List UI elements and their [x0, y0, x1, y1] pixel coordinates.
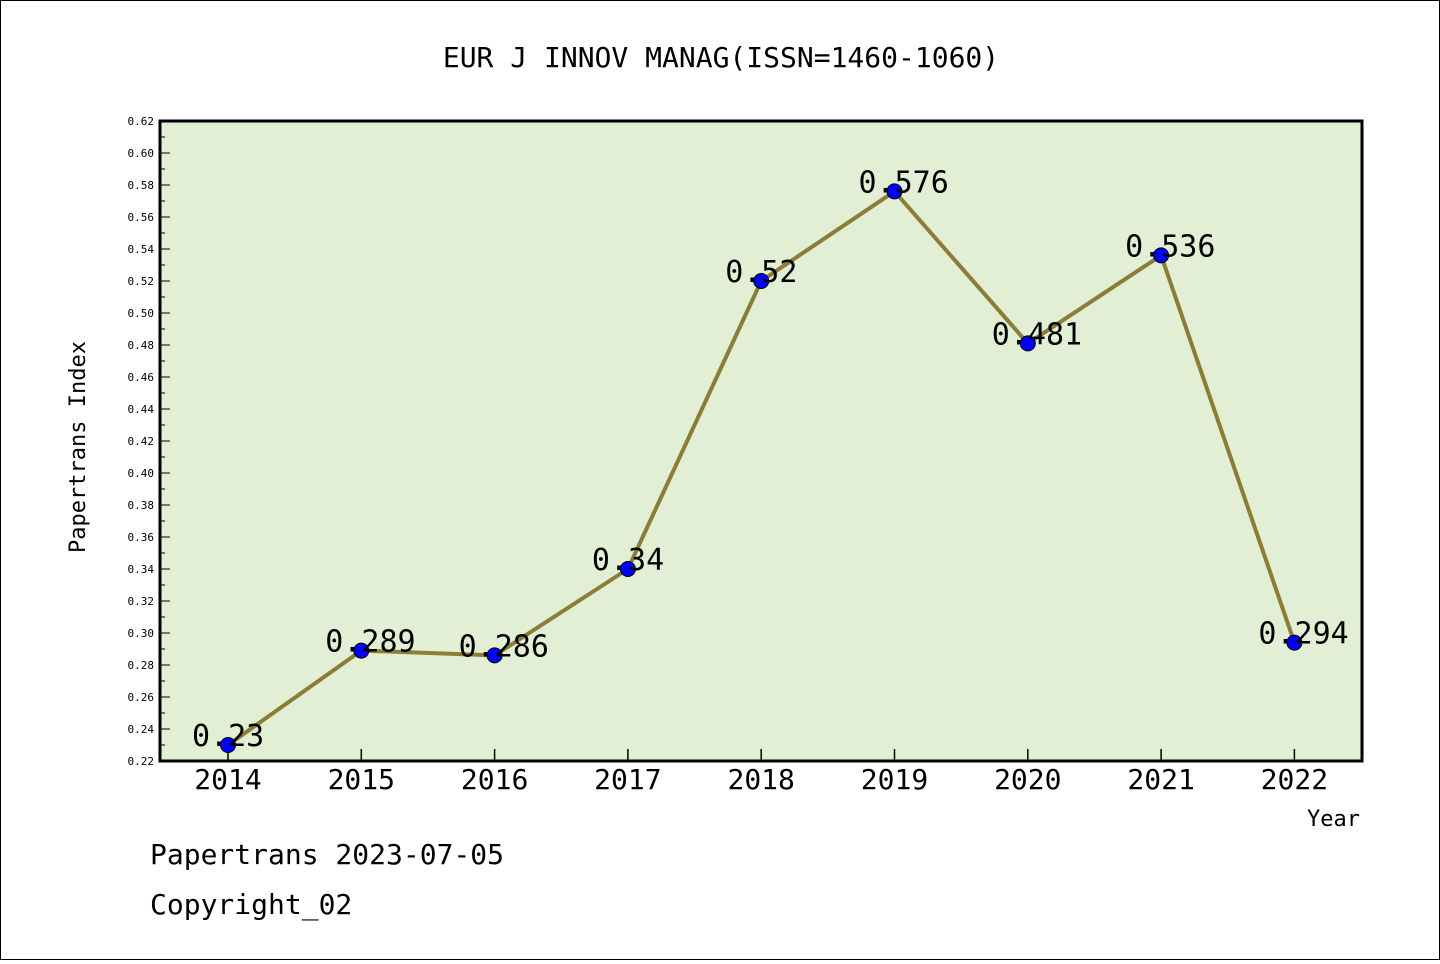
x-tick-label: 2015 [328, 763, 395, 796]
y-tick-label: 0.26 [128, 691, 155, 704]
data-label: 0.481 [992, 317, 1082, 352]
y-tick-label: 0.60 [128, 147, 155, 160]
data-label: 0.34 [592, 543, 664, 578]
y-tick-label: 0.34 [128, 563, 155, 576]
y-tick-label: 0.52 [128, 275, 155, 288]
data-point [486, 647, 503, 664]
y-tick-label: 0.44 [128, 403, 155, 416]
x-axis-label: Year [1307, 807, 1360, 832]
series-group [220, 183, 1303, 753]
chart-title: EUR J INNOV MANAG(ISSN=1460-1060) [443, 41, 999, 74]
y-tick-label: 0.22 [128, 755, 155, 768]
y-tick-label: 0.42 [128, 435, 155, 448]
data-label: 0.289 [325, 625, 415, 660]
x-tick-label: 2016 [461, 763, 528, 796]
x-tick-label: 2021 [1127, 763, 1194, 796]
y-tick-label: 0.56 [128, 211, 155, 224]
y-tick-label: 0.24 [128, 723, 155, 736]
data-point [886, 183, 903, 200]
y-axis: 0.22 0.24 0.26 0.28 0.30 0.32 0.34 0.36 0.38 0.40… [128, 115, 170, 768]
footer-date: Papertrans 2023-07-05 [150, 838, 504, 871]
x-tick-label: 2019 [861, 763, 928, 796]
data-label: 0.52 [725, 255, 797, 290]
y-tick-label: 0.46 [128, 371, 155, 384]
data-label: 0.294 [1258, 617, 1348, 652]
data-point [619, 561, 636, 577]
x-tick-label: 2020 [994, 763, 1061, 796]
y-axis-label: Papertrans Index [66, 341, 91, 553]
y-tick-label: 0.36 [128, 531, 155, 544]
y-tick-label: 0.58 [128, 179, 155, 192]
data-point [753, 273, 770, 289]
data-label: 0.536 [1125, 229, 1215, 264]
y-tick-label: 0.50 [128, 307, 155, 320]
y-tick-label: 0.30 [128, 627, 155, 640]
y-tick-label: 0.48 [128, 339, 155, 352]
data-point [1153, 247, 1170, 264]
y-tick-label: 0.32 [128, 595, 155, 608]
data-point [220, 737, 236, 753]
data-label: 0.286 [459, 629, 549, 664]
y-tick-label: 0.38 [128, 499, 155, 512]
data-point [353, 642, 370, 659]
footer-copyright: Copyright_02 [150, 888, 352, 922]
x-axis: 2014 2015 2016 2017 2018 2019 2020 2021 2022 [194, 749, 1328, 796]
y-tick-label: 0.62 [128, 115, 155, 128]
y-tick-label: 0.28 [128, 659, 155, 672]
x-tick-label: 2014 [194, 763, 261, 796]
y-tick-label: 0.40 [128, 467, 155, 480]
x-tick-label: 2018 [727, 763, 794, 796]
x-tick-label: 2022 [1261, 763, 1328, 796]
y-tick-label: 0.54 [128, 243, 155, 256]
data-point [1286, 634, 1303, 651]
data-label: 0.23 [192, 719, 264, 754]
x-tick-label: 2017 [594, 763, 661, 796]
data-label: 0.576 [859, 165, 949, 200]
data-labels: 0.23 0.289 0.286 0.34 0.52 0.576 0.481 0.536 0.2… [192, 165, 1349, 754]
data-point [1019, 335, 1036, 352]
